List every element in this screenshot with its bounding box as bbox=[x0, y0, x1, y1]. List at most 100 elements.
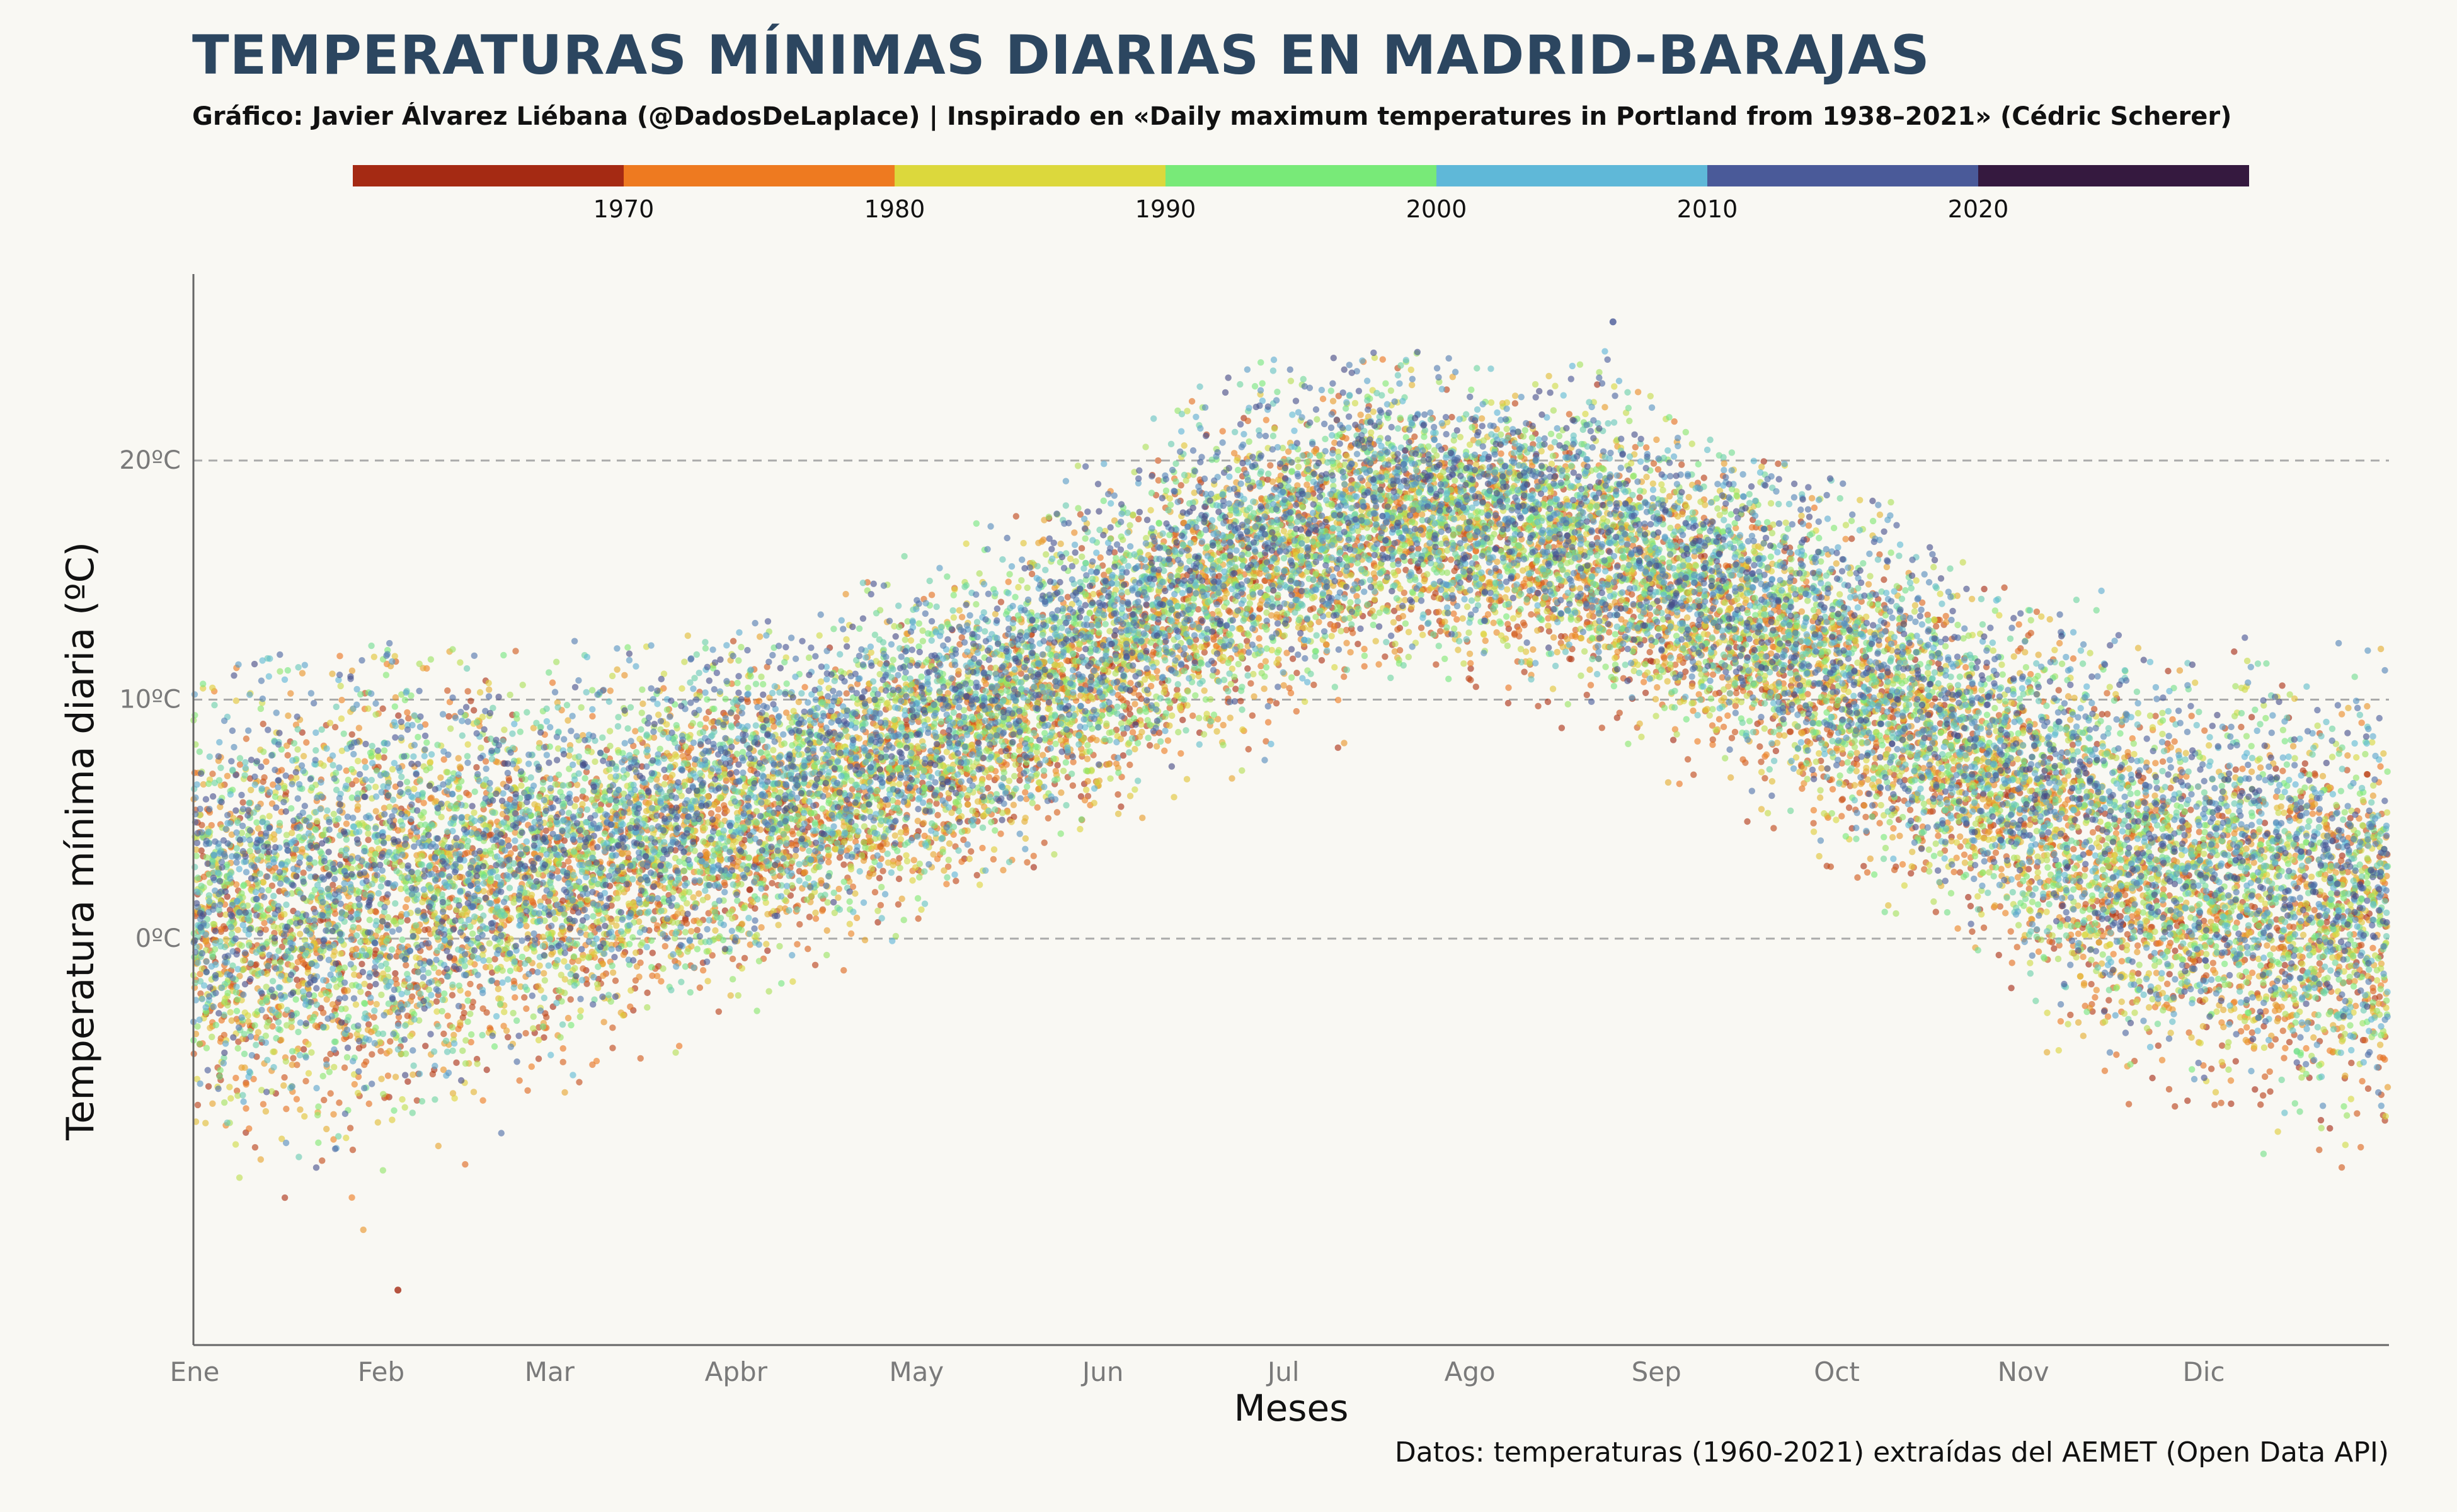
data-point bbox=[836, 854, 844, 861]
data-point bbox=[2369, 984, 2376, 992]
data-point bbox=[1932, 908, 1940, 915]
data-point bbox=[512, 994, 518, 1001]
data-point bbox=[1942, 612, 1949, 620]
data-point bbox=[1247, 680, 1254, 687]
data-point bbox=[1515, 626, 1523, 634]
data-point bbox=[1709, 741, 1716, 748]
data-point bbox=[2015, 621, 2022, 628]
data-point bbox=[263, 758, 270, 765]
data-point bbox=[349, 1146, 357, 1154]
data-point bbox=[1613, 714, 1621, 721]
data-point bbox=[2201, 727, 2208, 734]
data-point bbox=[2055, 687, 2062, 694]
data-point bbox=[283, 1105, 290, 1113]
data-point bbox=[2311, 772, 2319, 779]
data-point bbox=[943, 881, 950, 888]
data-point bbox=[198, 847, 205, 854]
data-point bbox=[1146, 742, 1154, 749]
data-point bbox=[1694, 738, 1701, 745]
data-point bbox=[294, 976, 301, 983]
data-point bbox=[1567, 655, 1575, 663]
data-point bbox=[2348, 1060, 2355, 1067]
data-point bbox=[1249, 712, 1256, 719]
data-point bbox=[733, 714, 740, 721]
data-point bbox=[1436, 627, 1444, 635]
data-point bbox=[1012, 513, 1020, 520]
legend-segment bbox=[1978, 165, 2249, 186]
data-point bbox=[609, 1024, 616, 1031]
data-point bbox=[2105, 997, 2112, 1004]
data-point bbox=[747, 886, 753, 893]
data-point bbox=[1646, 648, 1653, 656]
data-point bbox=[1155, 457, 1162, 464]
data-point bbox=[281, 1074, 288, 1081]
data-point bbox=[715, 1008, 723, 1015]
data-point bbox=[2316, 1146, 2323, 1154]
data-point bbox=[1731, 728, 1739, 736]
legend-segment bbox=[353, 165, 624, 186]
data-point bbox=[1319, 395, 1327, 403]
data-point bbox=[1511, 400, 1519, 407]
data-point bbox=[2281, 961, 2288, 969]
data-point bbox=[649, 949, 656, 956]
data-point bbox=[2027, 629, 2034, 637]
data-point bbox=[1016, 777, 1023, 784]
data-point bbox=[1924, 611, 1931, 619]
data-point bbox=[1891, 866, 1898, 874]
data-point bbox=[741, 954, 748, 962]
data-point bbox=[1011, 813, 1017, 820]
data-point bbox=[1690, 771, 1697, 778]
data-point bbox=[2104, 711, 2111, 718]
data-point bbox=[1587, 682, 1595, 689]
legend-segment bbox=[1707, 165, 1978, 186]
data-point bbox=[2364, 1085, 2372, 1092]
data-point bbox=[1992, 849, 2000, 856]
data-point bbox=[1433, 661, 1440, 668]
data-point bbox=[2357, 1143, 2364, 1151]
data-point bbox=[1995, 951, 2002, 959]
data-point bbox=[2377, 763, 2384, 770]
data-point bbox=[789, 830, 796, 838]
data-point bbox=[1678, 461, 1685, 468]
data-point bbox=[465, 791, 472, 798]
data-point bbox=[683, 920, 690, 927]
data-point bbox=[1382, 653, 1389, 660]
data-point bbox=[627, 1003, 634, 1011]
data-point bbox=[958, 858, 965, 865]
data-point bbox=[806, 914, 813, 920]
data-point bbox=[303, 739, 310, 746]
data-point bbox=[1334, 744, 1341, 752]
data-point bbox=[2187, 806, 2194, 813]
data-point bbox=[512, 648, 519, 655]
data-point bbox=[1164, 737, 1172, 744]
data-point bbox=[1289, 655, 1297, 662]
data-point bbox=[464, 688, 471, 695]
data-point bbox=[1394, 626, 1401, 633]
data-point bbox=[329, 881, 336, 888]
data-point bbox=[1129, 729, 1137, 736]
data-point bbox=[702, 715, 709, 722]
data-point bbox=[2118, 958, 2126, 965]
data-point bbox=[559, 1045, 566, 1052]
data-point bbox=[843, 690, 850, 697]
data-point bbox=[2218, 1042, 2226, 1049]
data-point bbox=[473, 764, 480, 771]
data-point bbox=[1467, 660, 1474, 667]
data-point bbox=[1451, 567, 1458, 575]
data-point bbox=[2338, 1164, 2345, 1171]
data-point bbox=[1069, 782, 1077, 789]
data-point bbox=[2092, 994, 2099, 1001]
data-point bbox=[260, 1101, 267, 1108]
data-point bbox=[694, 927, 701, 934]
data-point bbox=[1293, 669, 1300, 677]
data-point bbox=[1244, 417, 1252, 425]
data-point bbox=[1245, 746, 1252, 753]
data-point bbox=[2001, 584, 2008, 591]
data-point bbox=[2363, 770, 2371, 778]
data-point bbox=[467, 697, 474, 704]
data-point bbox=[1472, 683, 1479, 690]
data-point bbox=[2088, 980, 2095, 988]
legend-color-bar bbox=[353, 165, 2249, 186]
data-point bbox=[2248, 1029, 2255, 1036]
